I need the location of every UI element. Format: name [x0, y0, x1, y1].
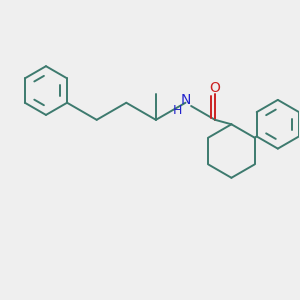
Text: N: N [180, 93, 191, 107]
Text: O: O [210, 81, 220, 95]
Text: H: H [172, 104, 182, 117]
